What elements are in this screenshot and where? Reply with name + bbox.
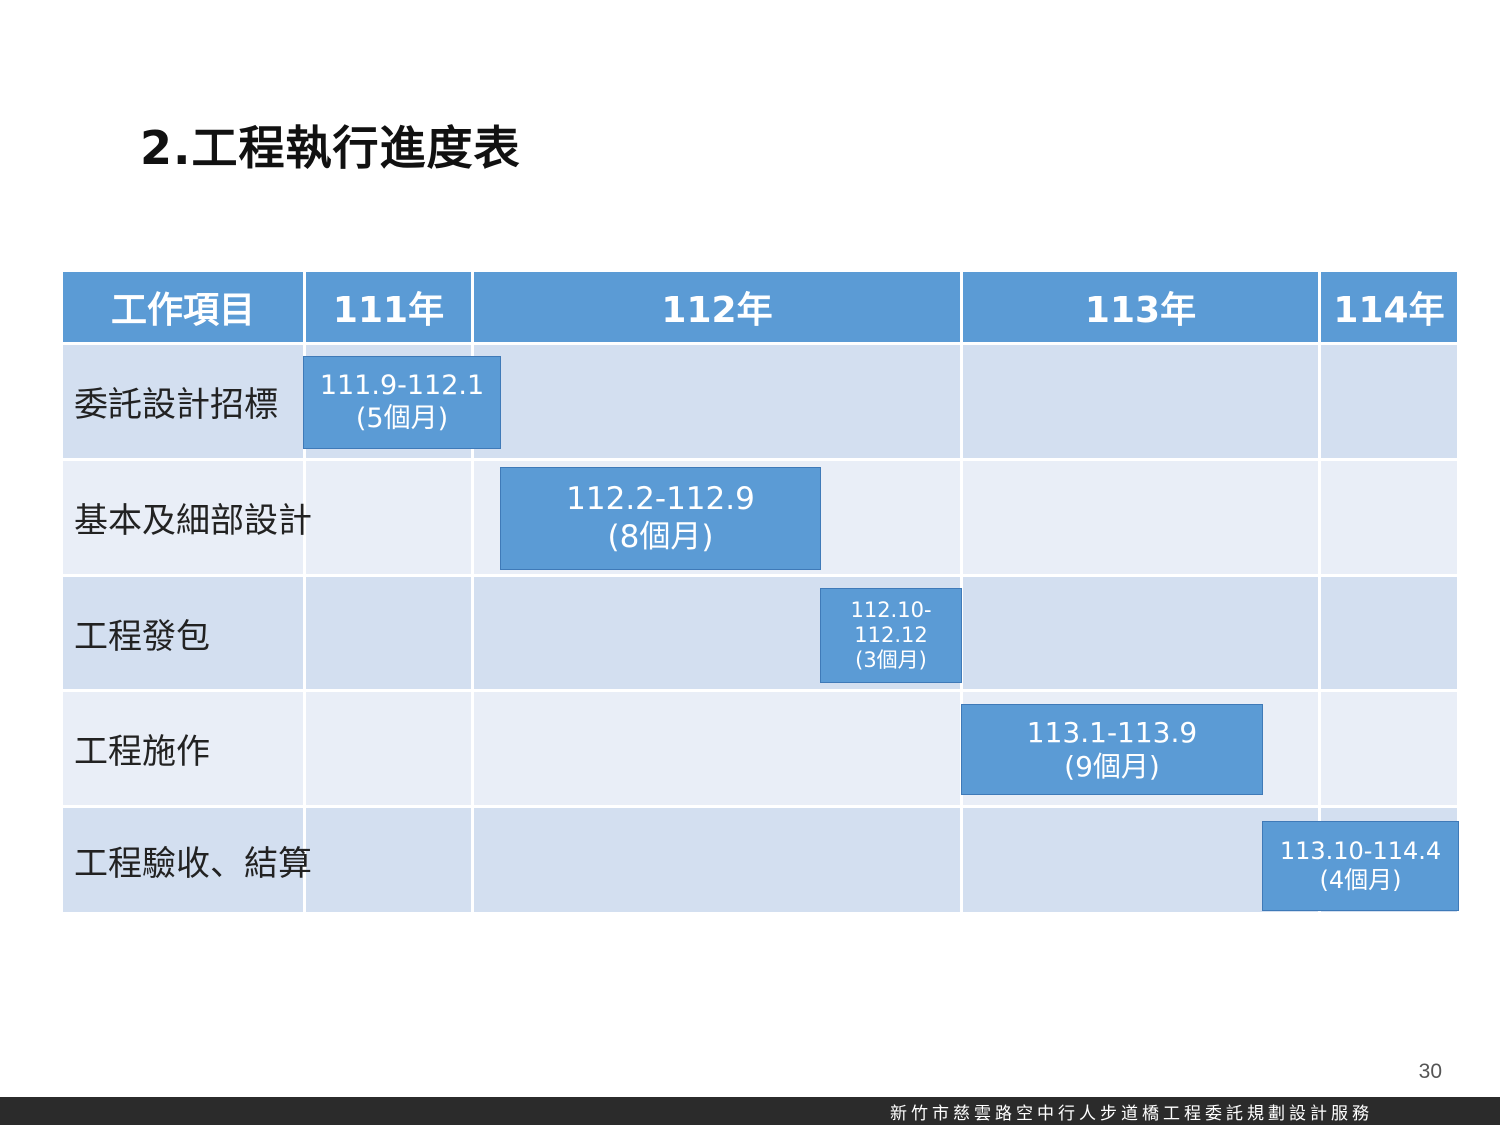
bar-duration: (4個月): [1319, 866, 1402, 894]
bar-duration: (5個月): [355, 402, 449, 434]
gantt-bar-acceptance: 113.10-114.4 (4個月): [1262, 821, 1459, 911]
task-label-design: 基本及細部設計: [74, 500, 312, 541]
bar-duration: (9個月): [1064, 749, 1160, 783]
footer-project-name: 新竹市慈雲路空中行人步道橋工程委託規劃設計服務: [890, 1104, 1373, 1124]
header-year-113: 113年: [963, 272, 1318, 342]
bar-duration: (3個月): [855, 648, 927, 673]
bar-range: 113.1-113.9: [1026, 715, 1198, 749]
footer-bar: 新竹市慈雲路空中行人步道橋工程委託規劃設計服務: [0, 1097, 1500, 1125]
bar-range: 112.10-112.12: [850, 597, 932, 647]
column-divider: [1318, 345, 1321, 912]
gantt-bar-contract: 112.10-112.12 (3個月): [820, 588, 962, 683]
bar-range: 111.9-112.1: [319, 370, 485, 402]
header-year-112: 112年: [474, 272, 960, 342]
table-row: [63, 345, 1457, 458]
bar-range: 112.2-112.9: [566, 481, 755, 518]
task-label-acceptance: 工程驗收、結算: [74, 843, 312, 884]
column-divider: [303, 345, 306, 912]
gantt-bar-construction: 113.1-113.9 (9個月): [961, 704, 1263, 795]
slide-title: 2.工程執行進度表: [140, 121, 521, 175]
task-label-tender: 委託設計招標: [74, 384, 278, 425]
header-year-114: 114年: [1321, 272, 1457, 342]
page-number: 30: [1418, 1060, 1442, 1083]
bar-range: 113.10-114.4: [1279, 837, 1442, 866]
gantt-bar-tender: 111.9-112.1 (5個月): [303, 356, 501, 449]
task-label-construction: 工程施作: [74, 731, 210, 772]
header-work-item: 工作項目: [63, 272, 303, 342]
table-row: [63, 577, 1457, 689]
gantt-bar-design: 112.2-112.9 (8個月): [500, 467, 821, 570]
bar-duration: (8個月): [607, 518, 714, 555]
column-divider: [471, 345, 474, 912]
table-row: [63, 808, 1457, 912]
header-year-111: 111年: [306, 272, 471, 342]
task-label-contract: 工程發包: [74, 616, 210, 657]
